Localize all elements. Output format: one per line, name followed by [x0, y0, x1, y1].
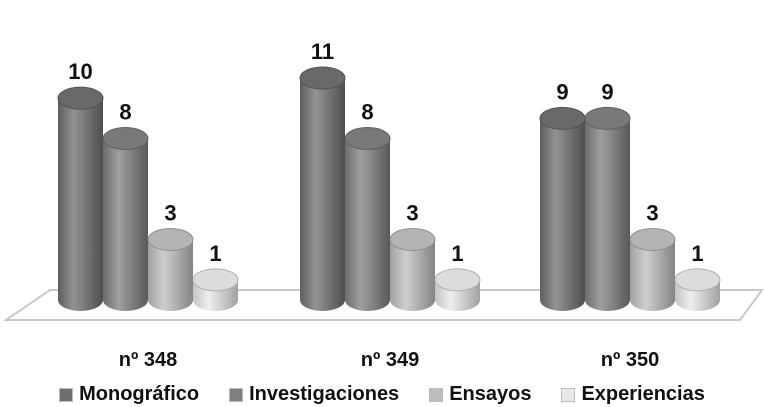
bar-cap: [584, 106, 631, 130]
bar-cap: [57, 86, 104, 110]
bar-body: [58, 98, 103, 311]
bar-cap: [299, 66, 346, 90]
bar-cap: [674, 268, 721, 292]
data-label: 3: [164, 200, 176, 225]
legend: Monográfico Investigaciones Ensayos Expe…: [0, 382, 764, 407]
legend-label: Investigaciones: [249, 383, 400, 405]
legend-item-monografico: Monográfico: [59, 383, 199, 406]
legend-label: Monográfico: [79, 383, 200, 405]
legend-label: Experiencias: [581, 383, 705, 405]
bar-body: [390, 239, 435, 311]
category-label: nº 350: [601, 349, 659, 371]
category-label: nº 348: [119, 349, 177, 371]
bar-cap: [344, 127, 391, 151]
legend-label: Ensayos: [449, 383, 532, 405]
category-label: nº 349: [361, 349, 419, 371]
bar-cap: [389, 227, 436, 251]
data-label: 1: [691, 241, 703, 266]
legend-item-experiencias: Experiencias: [561, 383, 705, 406]
legend-swatch: [429, 387, 444, 402]
bar-cap: [434, 268, 481, 292]
data-label: 1: [209, 241, 221, 266]
data-label: 8: [361, 100, 373, 125]
chart-bars: [57, 66, 721, 311]
data-label: 8: [119, 100, 131, 125]
bar-body: [585, 118, 630, 311]
data-label: 1: [451, 241, 463, 266]
data-label: 3: [646, 200, 658, 225]
data-label: 10: [68, 59, 92, 84]
data-label: 11: [311, 39, 334, 64]
legend-swatch: [561, 387, 576, 402]
bar-cap: [147, 227, 194, 251]
legend-item-ensayos: Ensayos: [429, 383, 531, 406]
bar-body: [540, 118, 585, 311]
bar-body: [630, 239, 675, 311]
data-label: 3: [406, 200, 418, 225]
legend-swatch: [229, 387, 244, 402]
bar-cap: [629, 227, 676, 251]
bar-cap: [102, 127, 149, 151]
bar-cap: [539, 106, 586, 130]
bar-cap: [192, 268, 239, 292]
legend-swatch: [59, 387, 74, 402]
bar-body: [345, 138, 390, 311]
category-labels: nº 348 nº 349 nº 350: [119, 349, 659, 371]
bar-body: [103, 138, 148, 311]
data-label: 9: [601, 79, 613, 104]
data-label: 9: [556, 79, 568, 104]
bar-body: [148, 239, 193, 311]
bar-body: [300, 78, 345, 311]
legend-item-investigaciones: Investigaciones: [229, 383, 399, 406]
